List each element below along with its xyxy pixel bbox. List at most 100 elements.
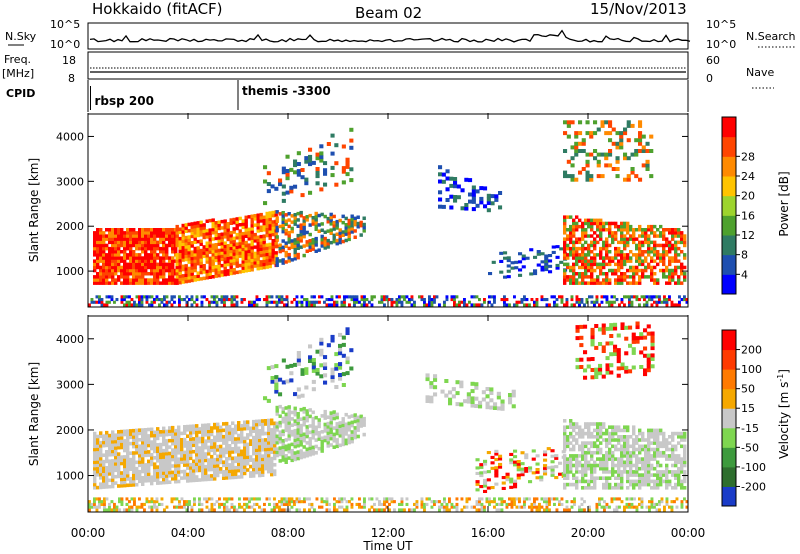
- range-cell: [256, 266, 260, 271]
- range-cell: [653, 466, 657, 471]
- range-cell: [548, 254, 553, 258]
- range-cell: [338, 443, 342, 448]
- range-cell: [647, 234, 651, 238]
- range-cell: [285, 508, 289, 512]
- range-cell: [329, 231, 333, 235]
- range-cell: [626, 457, 630, 461]
- range-cell: [638, 428, 642, 433]
- range-cell: [581, 454, 585, 458]
- range-cell: [111, 246, 115, 251]
- range-cell: [120, 458, 124, 463]
- range-cell: [656, 228, 660, 232]
- range-cell: [566, 265, 570, 270]
- range-cell: [220, 295, 224, 299]
- range-cell: [344, 223, 348, 227]
- range-cell: [602, 486, 606, 490]
- range-cell: [575, 476, 579, 480]
- range-cell: [683, 234, 687, 238]
- range-cell: [201, 471, 205, 476]
- range-cell: [129, 457, 133, 462]
- range-cell: [153, 446, 157, 450]
- range-cell: [138, 447, 142, 452]
- range-cell: [138, 469, 142, 474]
- range-cell: [662, 441, 666, 445]
- range-cell: [656, 278, 660, 282]
- range-cell: [232, 258, 236, 263]
- range-cell: [132, 281, 136, 285]
- range-cell: [114, 462, 118, 466]
- range-cell: [181, 277, 185, 281]
- range-cell: [680, 231, 684, 235]
- range-cell: [204, 439, 208, 443]
- range-cell: [165, 464, 169, 469]
- range-cell: [207, 436, 211, 440]
- range-cell: [153, 502, 156, 506]
- range-cell: [187, 260, 191, 264]
- range-cell: [252, 426, 256, 430]
- range-cell: [494, 469, 499, 473]
- range-cell: [659, 256, 663, 260]
- range-cell: [138, 444, 142, 448]
- range-cell: [563, 473, 567, 477]
- range-cell: [293, 213, 297, 217]
- range-cell: [320, 237, 324, 242]
- range-cell: [111, 452, 115, 457]
- range-cell: [596, 476, 600, 480]
- range-cell: [641, 431, 645, 436]
- range-cell: [554, 456, 559, 460]
- range-cell: [189, 466, 193, 470]
- range-cell: [293, 406, 297, 411]
- range-cell: [551, 245, 556, 249]
- range-cell: [653, 454, 657, 458]
- range-cell: [117, 243, 121, 248]
- range-cell: [310, 505, 314, 509]
- range-cell: [521, 257, 526, 261]
- range-cell: [338, 231, 342, 235]
- range-cell: [180, 454, 184, 458]
- range-cell: [659, 428, 663, 433]
- range-cell: [93, 231, 97, 235]
- range-cell: [638, 234, 642, 238]
- range-cell: [323, 182, 328, 187]
- range-cell: [192, 440, 196, 444]
- range-cell: [383, 298, 386, 302]
- range-cell: [604, 163, 609, 168]
- range-cell: [198, 462, 202, 466]
- range-cell: [611, 473, 615, 477]
- range-cell: [213, 451, 217, 456]
- range-cell: [232, 268, 236, 272]
- range-cell: [244, 256, 248, 260]
- range-cell: [290, 458, 294, 463]
- range-cell: [326, 245, 330, 249]
- range-cell: [350, 295, 354, 299]
- range-cell: [634, 152, 639, 157]
- range-cell: [580, 300, 584, 304]
- range-cell: [566, 425, 570, 429]
- range-cell: [147, 240, 151, 245]
- range-cell: [135, 265, 139, 270]
- range-cell: [180, 469, 184, 474]
- range-cell: [226, 225, 230, 229]
- range-cell: [566, 278, 570, 282]
- range-cell: [278, 300, 281, 304]
- range-cell: [308, 245, 312, 249]
- range-cell: [608, 450, 612, 455]
- range-cell: [96, 272, 100, 276]
- range-cell: [563, 278, 567, 282]
- range-cell: [296, 169, 301, 174]
- range-cell: [250, 236, 254, 240]
- range-cell: [572, 428, 576, 433]
- range-cell: [118, 508, 121, 512]
- range-cell: [99, 246, 103, 251]
- range-cell: [665, 300, 669, 304]
- range-cell: [441, 204, 446, 209]
- range-cell: [147, 253, 151, 257]
- range-cell: [253, 223, 257, 227]
- range-cell: [150, 253, 154, 257]
- range-cell: [114, 237, 118, 241]
- range-cell: [659, 473, 663, 477]
- range-cell: [614, 482, 618, 487]
- range-cell: [355, 298, 359, 302]
- range-cell: [108, 240, 112, 245]
- range-cell: [471, 196, 476, 201]
